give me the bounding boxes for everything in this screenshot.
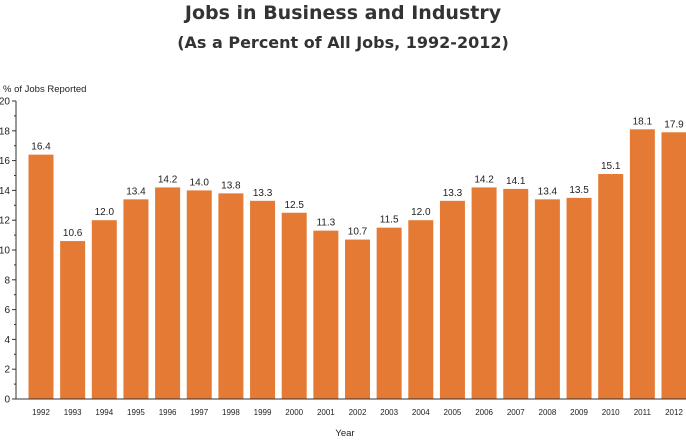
y-tick-label-6: 6 bbox=[4, 305, 10, 316]
x-tick-label-1996: 1996 bbox=[159, 408, 177, 417]
x-tick-label-2005: 2005 bbox=[444, 408, 462, 417]
x-tick-label-2002: 2002 bbox=[349, 408, 367, 417]
bar-2009 bbox=[567, 198, 592, 399]
y-tick-label-18: 18 bbox=[0, 126, 10, 137]
x-tick-label-2007: 2007 bbox=[507, 408, 525, 417]
x-tick-label-2012: 2012 bbox=[665, 408, 683, 417]
bar-1997 bbox=[187, 190, 212, 399]
x-tick-label-1995: 1995 bbox=[127, 408, 145, 417]
bar-2002 bbox=[345, 240, 370, 399]
data-label-1999: 13.3 bbox=[253, 188, 273, 199]
data-label-2012: 17.9 bbox=[664, 119, 684, 130]
data-label-2011: 18.1 bbox=[633, 116, 653, 127]
bar-2008 bbox=[535, 199, 560, 399]
x-tick-label-2001: 2001 bbox=[317, 408, 335, 417]
bar-1995 bbox=[123, 199, 148, 399]
x-tick-label-1994: 1994 bbox=[95, 408, 113, 417]
data-label-1993: 10.6 bbox=[63, 228, 83, 239]
data-label-1998: 13.8 bbox=[221, 180, 241, 191]
bar-2000 bbox=[282, 213, 307, 399]
data-label-2007: 14.1 bbox=[506, 176, 526, 187]
data-label-2001: 11.3 bbox=[316, 218, 335, 229]
x-tick-label-1993: 1993 bbox=[64, 408, 82, 417]
bar-2010 bbox=[598, 174, 623, 399]
x-tick-label-2011: 2011 bbox=[634, 408, 652, 417]
bar-1993 bbox=[60, 241, 85, 399]
x-tick-label-2004: 2004 bbox=[412, 408, 430, 417]
bar-1999 bbox=[250, 201, 275, 399]
chart-subtitle: (As a Percent of All Jobs, 1992-2012) bbox=[177, 33, 509, 52]
bar-1996 bbox=[155, 187, 180, 399]
y-tick-label-16: 16 bbox=[0, 156, 10, 167]
data-label-1997: 14.0 bbox=[190, 177, 210, 188]
data-label-2000: 12.5 bbox=[284, 200, 304, 211]
bar-2001 bbox=[313, 231, 338, 399]
bar-1998 bbox=[218, 193, 243, 399]
data-label-1996: 14.2 bbox=[158, 174, 178, 185]
data-label-2005: 13.3 bbox=[443, 188, 463, 199]
bar-1994 bbox=[92, 220, 117, 399]
x-tick-label-1992: 1992 bbox=[32, 408, 50, 417]
y-tick-label-0: 0 bbox=[4, 395, 10, 406]
bar-2012 bbox=[662, 132, 686, 399]
data-label-2003: 11.5 bbox=[380, 215, 399, 226]
y-tick-label-20: 20 bbox=[0, 97, 10, 108]
chart-title: Jobs in Business and Industry bbox=[183, 2, 502, 24]
bar-1992 bbox=[29, 155, 54, 399]
bar-2007 bbox=[503, 189, 528, 399]
x-tick-label-2009: 2009 bbox=[570, 408, 588, 417]
data-label-2004: 12.0 bbox=[411, 207, 431, 218]
data-label-1992: 16.4 bbox=[31, 142, 51, 153]
bar-2011 bbox=[630, 129, 655, 399]
data-label-2009: 13.5 bbox=[569, 185, 589, 196]
y-axis-label: % of Jobs Reported bbox=[3, 84, 86, 95]
y-tick-label-2: 2 bbox=[4, 365, 10, 376]
bar-2006 bbox=[472, 187, 497, 399]
x-axis-label: Year bbox=[335, 428, 354, 438]
x-tick-label-2000: 2000 bbox=[285, 408, 303, 417]
data-label-2002: 10.7 bbox=[348, 227, 368, 238]
y-tick-label-10: 10 bbox=[0, 246, 10, 257]
x-tick-label-2003: 2003 bbox=[380, 408, 398, 417]
y-tick-label-14: 14 bbox=[0, 186, 10, 197]
y-tick-label-8: 8 bbox=[4, 275, 10, 286]
data-label-2008: 13.4 bbox=[538, 186, 558, 197]
x-tick-label-1997: 1997 bbox=[190, 408, 208, 417]
x-tick-label-1999: 1999 bbox=[254, 408, 272, 417]
x-tick-label-2006: 2006 bbox=[475, 408, 493, 417]
data-label-2006: 14.2 bbox=[474, 174, 494, 185]
data-label-2010: 15.1 bbox=[601, 161, 621, 172]
bar-2005 bbox=[440, 201, 465, 399]
x-tick-label-1998: 1998 bbox=[222, 408, 240, 417]
y-tick-label-4: 4 bbox=[4, 335, 10, 346]
bar-2003 bbox=[377, 228, 402, 399]
data-label-1995: 13.4 bbox=[126, 186, 146, 197]
data-label-1994: 12.0 bbox=[95, 207, 115, 218]
x-tick-label-2008: 2008 bbox=[539, 408, 557, 417]
y-tick-label-12: 12 bbox=[0, 216, 10, 227]
x-tick-label-2010: 2010 bbox=[602, 408, 620, 417]
bar-2004 bbox=[408, 220, 433, 399]
